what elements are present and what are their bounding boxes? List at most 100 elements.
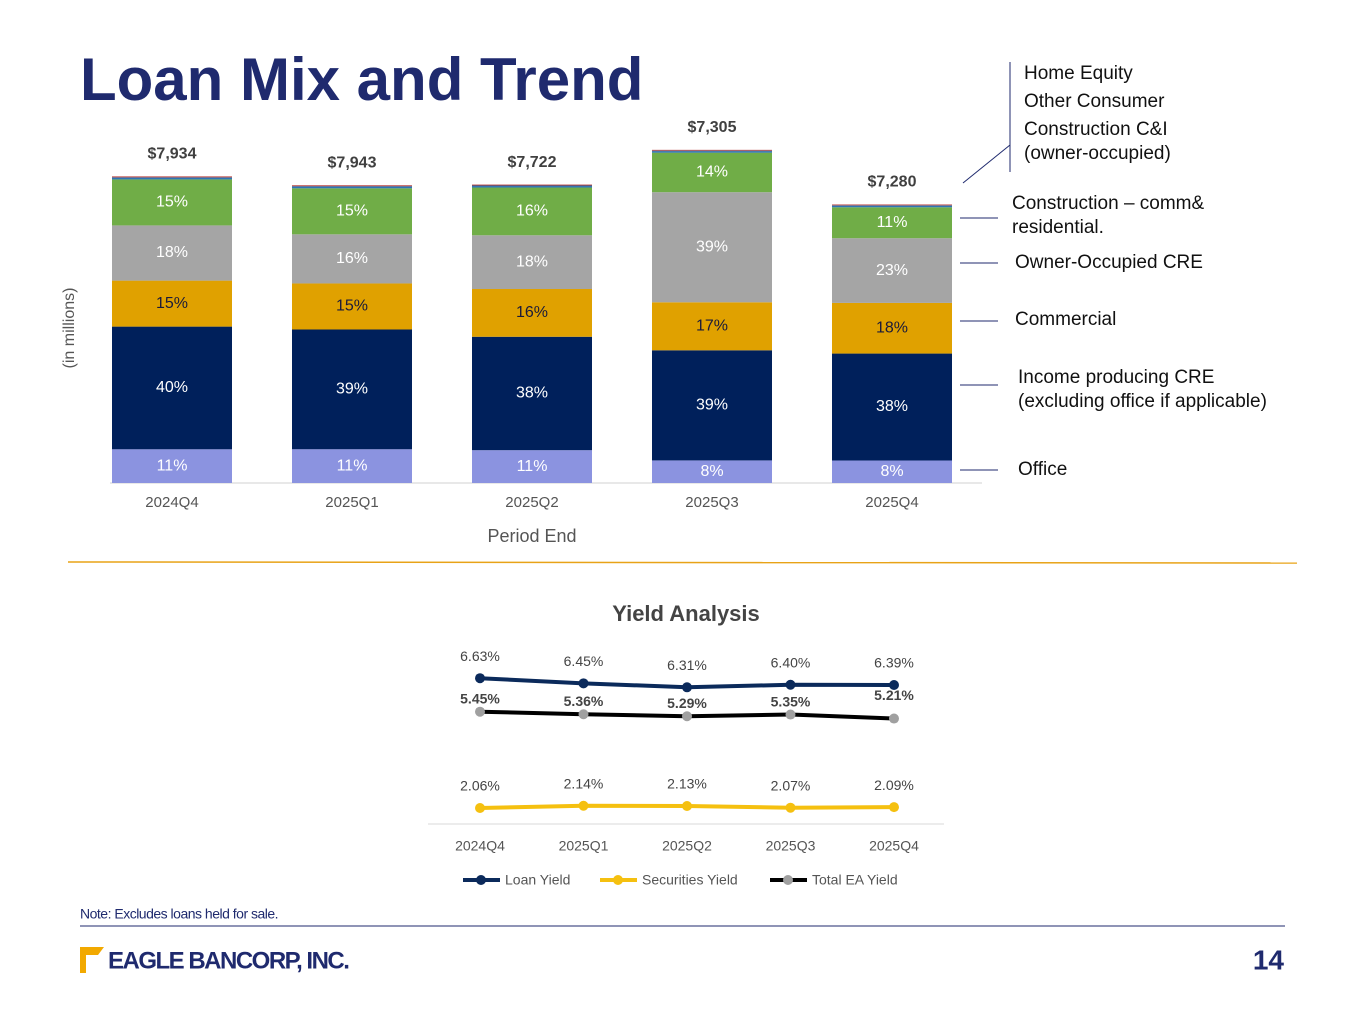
bar-segment [472, 184, 592, 186]
bar-segment [292, 185, 412, 187]
segment-label: 18% [156, 244, 188, 261]
bar-segment [112, 225, 232, 281]
bar-segment [292, 329, 412, 450]
note: Note: Excludes loans held for sale. [80, 906, 278, 922]
bar-segment [112, 449, 232, 483]
value-label: 2.13% [667, 776, 707, 792]
bar-segment [652, 302, 772, 351]
marker [578, 709, 589, 720]
bar-segment [472, 450, 592, 483]
legend-marker [613, 875, 623, 885]
marker [682, 682, 692, 693]
marker [578, 678, 589, 689]
marker [682, 711, 692, 722]
bar-segment [652, 460, 772, 483]
bar-segment [652, 151, 772, 153]
bar-segment [832, 460, 952, 483]
bar-segment [832, 205, 952, 206]
divider [67, 561, 1298, 564]
marker [578, 800, 589, 811]
total-label: $7,280 [868, 174, 917, 191]
legend-entry: Construction C&I (owner-occupied) [1024, 119, 1171, 164]
total-label: $7,934 [148, 146, 197, 163]
bar-segment [472, 289, 592, 337]
legend-entry: Construction – comm& residential. [1012, 193, 1205, 238]
total-label: $7,943 [328, 154, 377, 171]
value-label: 2.07% [771, 777, 811, 793]
value-label: 5.21% [874, 687, 914, 703]
y-axis-label: (in millions) [61, 288, 78, 369]
bar-segment [292, 449, 412, 483]
legend-entry: Other Consumer [1024, 91, 1165, 112]
value-label: 2.06% [460, 778, 500, 794]
value-label: 6.40% [771, 654, 811, 670]
segment-label: 38% [876, 398, 908, 415]
bar-segment [472, 186, 592, 188]
segment-label: 8% [700, 463, 723, 480]
segment-label: 39% [336, 381, 368, 398]
total-label: $7,305 [688, 119, 737, 136]
x-tick-label: 2024Q4 [145, 494, 198, 511]
bar-segment [112, 326, 232, 450]
legend-entry: Home Equity [1024, 63, 1133, 84]
total-label: $7,722 [508, 154, 557, 171]
legend-entry: Owner-Occupied CRE [1015, 252, 1203, 273]
legend-entry: Office [1018, 459, 1068, 480]
x-axis-label: Period End [487, 526, 576, 546]
bar-segment [292, 283, 412, 330]
bar-segment [832, 238, 952, 303]
marker [475, 706, 485, 717]
bar-segment [112, 177, 232, 180]
marker [889, 713, 899, 724]
x-tick-label: 2025Q1 [325, 494, 378, 511]
segment-label: 39% [696, 397, 728, 414]
segment-label: 11% [877, 214, 908, 231]
segment-label: 15% [336, 298, 368, 315]
segment-label: 8% [880, 463, 903, 480]
value-label: 6.63% [460, 648, 500, 664]
logo: EAGLE BANCORP, INC. [108, 947, 349, 974]
bar-segment [472, 185, 592, 187]
marker [475, 673, 485, 684]
bar-segment [292, 186, 412, 189]
x-tick-label: 2025Q1 [559, 838, 609, 854]
segment-label: 15% [156, 295, 188, 312]
legend-marker [476, 875, 486, 885]
bar-segment [832, 207, 952, 239]
bar-segment [652, 350, 772, 461]
marker [889, 802, 899, 813]
legend-label: Securities Yield [642, 872, 738, 888]
bar-segment [472, 235, 592, 290]
x-tick-label: 2024Q4 [455, 838, 505, 854]
value-label: 6.45% [564, 653, 604, 669]
marker [475, 802, 485, 813]
bar-segment [292, 188, 412, 235]
legend-label: Total EA Yield [812, 872, 898, 888]
value-label: 2.14% [564, 775, 604, 791]
segment-label: 16% [516, 203, 548, 220]
bar-segment [832, 302, 952, 354]
segment-label: 14% [696, 164, 728, 181]
value-label: 2.09% [874, 777, 914, 793]
bar-segment [292, 186, 412, 187]
segment-label: 23% [876, 262, 908, 279]
segment-label: 11% [517, 458, 548, 475]
segment-label: 16% [516, 304, 548, 321]
x-tick-label: 2025Q2 [505, 494, 558, 511]
line-chart-title: Yield Analysis [612, 601, 760, 626]
legend-entry: Income producing CRE (excluding office i… [1018, 367, 1267, 412]
x-tick-label: 2025Q3 [685, 494, 738, 511]
marker [682, 801, 692, 812]
bar-segment [472, 187, 592, 236]
bar-segment [112, 177, 232, 178]
value-label: 6.31% [667, 657, 707, 673]
bar-segment [472, 336, 592, 451]
x-tick-label: 2025Q4 [865, 494, 918, 511]
value-label: 6.39% [874, 655, 914, 671]
value-label: 5.35% [771, 693, 811, 709]
bar-segment [112, 280, 232, 327]
segment-label: 40% [156, 379, 188, 396]
legend-entry: Commercial [1015, 309, 1117, 330]
